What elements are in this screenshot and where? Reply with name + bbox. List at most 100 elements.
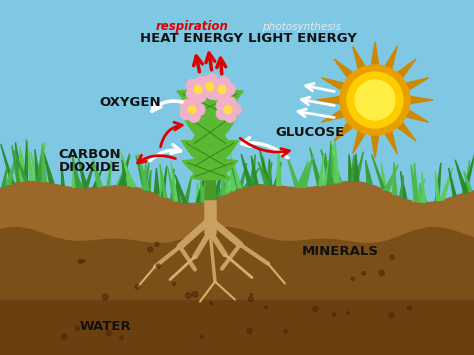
Polygon shape: [93, 159, 102, 187]
Circle shape: [224, 110, 236, 122]
Polygon shape: [371, 42, 379, 65]
Circle shape: [193, 104, 205, 115]
Circle shape: [347, 72, 403, 128]
Polygon shape: [36, 151, 43, 181]
Polygon shape: [384, 164, 398, 190]
Circle shape: [224, 97, 236, 109]
Polygon shape: [331, 155, 339, 182]
Circle shape: [181, 108, 192, 120]
Text: HEAT ENERGY: HEAT ENERGY: [140, 32, 244, 45]
Polygon shape: [410, 96, 433, 104]
Circle shape: [340, 65, 410, 135]
Circle shape: [355, 80, 395, 120]
Polygon shape: [321, 78, 344, 90]
Polygon shape: [16, 142, 23, 181]
Polygon shape: [266, 162, 272, 184]
Polygon shape: [353, 47, 365, 69]
Circle shape: [120, 336, 123, 339]
Circle shape: [206, 87, 218, 99]
Polygon shape: [1, 144, 14, 183]
Polygon shape: [435, 171, 440, 201]
Circle shape: [188, 105, 196, 114]
Circle shape: [199, 77, 210, 88]
Polygon shape: [35, 142, 45, 181]
Polygon shape: [37, 149, 42, 181]
Polygon shape: [6, 155, 17, 184]
Polygon shape: [19, 146, 22, 181]
Circle shape: [223, 84, 235, 95]
Circle shape: [173, 282, 176, 285]
Polygon shape: [250, 154, 255, 185]
Circle shape: [192, 291, 198, 297]
Polygon shape: [120, 154, 129, 185]
Polygon shape: [171, 162, 178, 201]
Polygon shape: [42, 143, 46, 181]
Polygon shape: [182, 159, 229, 180]
Polygon shape: [190, 113, 238, 147]
Polygon shape: [175, 181, 180, 201]
Polygon shape: [212, 174, 221, 198]
Polygon shape: [210, 159, 218, 199]
Polygon shape: [301, 155, 313, 187]
Circle shape: [206, 83, 214, 91]
Polygon shape: [455, 160, 468, 192]
Polygon shape: [79, 158, 87, 188]
Circle shape: [210, 80, 222, 92]
Circle shape: [199, 85, 210, 97]
Circle shape: [194, 90, 206, 102]
Polygon shape: [138, 154, 149, 190]
Polygon shape: [435, 163, 441, 201]
Circle shape: [210, 88, 222, 100]
Polygon shape: [385, 47, 397, 69]
Polygon shape: [93, 169, 102, 187]
Circle shape: [211, 81, 223, 93]
Polygon shape: [465, 160, 469, 192]
Polygon shape: [182, 113, 230, 147]
Polygon shape: [121, 160, 135, 186]
Polygon shape: [406, 78, 428, 90]
Polygon shape: [143, 163, 149, 190]
Circle shape: [200, 335, 203, 339]
Circle shape: [199, 84, 211, 95]
Polygon shape: [117, 155, 130, 185]
Polygon shape: [200, 162, 213, 202]
Polygon shape: [201, 180, 206, 201]
Polygon shape: [332, 154, 342, 182]
Polygon shape: [422, 172, 425, 202]
Polygon shape: [448, 168, 456, 196]
Text: LIGHT ENERGY: LIGHT ENERGY: [247, 32, 356, 45]
Circle shape: [82, 260, 85, 262]
Circle shape: [408, 306, 411, 310]
Polygon shape: [25, 141, 27, 181]
Circle shape: [135, 285, 139, 289]
Polygon shape: [121, 152, 134, 186]
Circle shape: [188, 110, 200, 122]
Polygon shape: [259, 148, 270, 185]
Polygon shape: [26, 138, 34, 180]
Polygon shape: [123, 163, 136, 186]
Polygon shape: [12, 146, 20, 182]
Polygon shape: [231, 154, 235, 191]
Polygon shape: [355, 152, 364, 181]
Circle shape: [379, 271, 384, 275]
Polygon shape: [412, 179, 426, 201]
Polygon shape: [2, 167, 7, 186]
Polygon shape: [35, 149, 40, 181]
Circle shape: [75, 326, 80, 331]
Polygon shape: [381, 163, 387, 190]
Polygon shape: [107, 161, 111, 186]
Polygon shape: [44, 153, 54, 183]
Polygon shape: [62, 164, 64, 185]
Circle shape: [194, 77, 206, 89]
Polygon shape: [191, 159, 237, 180]
Polygon shape: [412, 173, 421, 202]
Text: respiration: respiration: [155, 20, 228, 33]
Polygon shape: [73, 164, 76, 187]
Polygon shape: [14, 150, 27, 181]
Polygon shape: [119, 158, 128, 185]
Polygon shape: [464, 171, 472, 191]
Text: CARBON: CARBON: [59, 148, 121, 161]
Polygon shape: [251, 156, 258, 185]
Text: DIOXIDE: DIOXIDE: [59, 161, 121, 174]
Polygon shape: [334, 142, 339, 182]
